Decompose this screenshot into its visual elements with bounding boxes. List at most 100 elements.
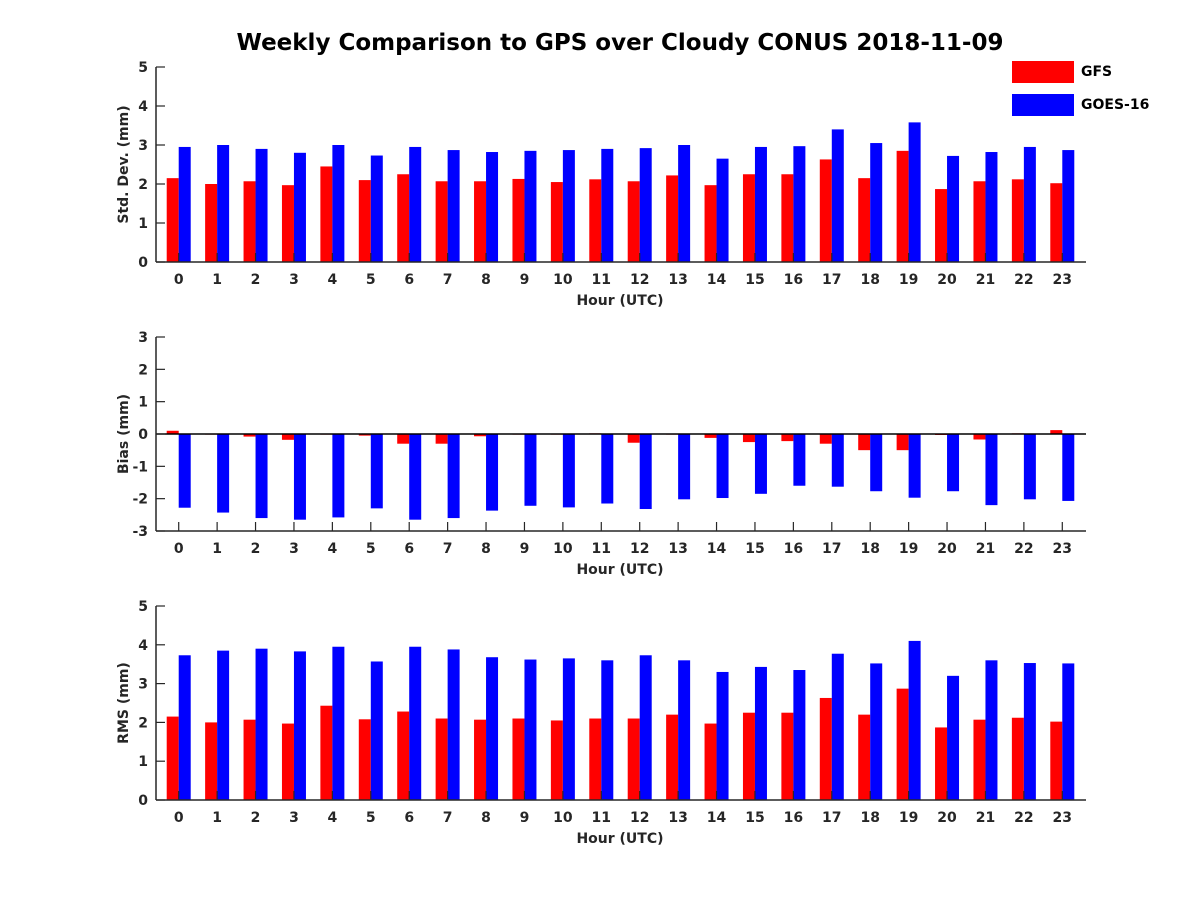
stddev-xtick-label: 10 bbox=[553, 272, 573, 288]
stddev-bar-gfs-3 bbox=[281, 185, 294, 262]
rms-bar-goes16-12 bbox=[639, 655, 652, 800]
rms-bar-goes16-0 bbox=[178, 655, 191, 800]
stddev-xtick-label: 6 bbox=[404, 272, 414, 288]
rms-bar-goes16-22 bbox=[1023, 663, 1036, 800]
chart-title: Weekly Comparison to GPS over Cloudy CON… bbox=[236, 30, 1004, 56]
bias-ytick-label: 2 bbox=[138, 362, 148, 378]
stddev-bar-goes16-16 bbox=[793, 146, 806, 262]
legend-item-gfs: GFS bbox=[1012, 61, 1192, 85]
stddev-xtick-label: 2 bbox=[251, 272, 261, 288]
stddev-bar-gfs-22 bbox=[1011, 179, 1024, 262]
bias-bar-goes16-0 bbox=[178, 434, 191, 508]
rms-bar-goes16-5 bbox=[370, 661, 383, 800]
stddev-xtick-label: 16 bbox=[784, 272, 803, 288]
rms-xtick-label: 12 bbox=[630, 810, 649, 826]
stddev-ytick-label: 0 bbox=[138, 255, 148, 271]
stddev-ylabel: Std. Dev. (mm) bbox=[116, 105, 132, 223]
rms-bar-goes16-13 bbox=[678, 660, 691, 800]
stddev-bar-gfs-17 bbox=[819, 159, 832, 262]
rms-bar-gfs-20 bbox=[935, 727, 948, 800]
bias-xtick-label: 8 bbox=[481, 541, 491, 557]
rms-ylabel: RMS (mm) bbox=[116, 662, 132, 744]
bias-xtick-label: 22 bbox=[1014, 541, 1033, 557]
rms-bar-gfs-18 bbox=[858, 714, 871, 800]
rms-bar-gfs-12 bbox=[627, 718, 640, 800]
rms-bar-goes16-14 bbox=[716, 671, 729, 800]
stddev-ytick-label: 5 bbox=[138, 60, 148, 76]
rms-bar-gfs-15 bbox=[742, 712, 755, 800]
stddev-bar-gfs-1 bbox=[205, 184, 218, 262]
stddev-ytick-label: 1 bbox=[138, 216, 148, 232]
rms-xtick-label: 3 bbox=[289, 810, 299, 826]
stddev-bar-goes16-23 bbox=[1062, 150, 1075, 262]
stddev-xtick-label: 0 bbox=[174, 272, 184, 288]
bias-bar-gfs-6 bbox=[397, 434, 410, 444]
stddev-bar-goes16-5 bbox=[370, 155, 383, 262]
bias-bar-goes16-8 bbox=[486, 434, 499, 511]
stddev-xtick-label: 23 bbox=[1053, 272, 1072, 288]
bias-bar-gfs-7 bbox=[435, 434, 448, 444]
bias-bar-gfs-21 bbox=[973, 434, 986, 440]
stddev-bar-gfs-23 bbox=[1050, 183, 1063, 262]
bias-bar-gfs-17 bbox=[819, 434, 832, 444]
stddev-xtick-label: 15 bbox=[745, 272, 764, 288]
bias-xtick-label: 3 bbox=[289, 541, 299, 557]
rms-ytick-label: 2 bbox=[138, 715, 148, 731]
bias-bar-goes16-11 bbox=[601, 434, 614, 504]
bias-bar-gfs-12 bbox=[627, 434, 640, 443]
bias-xtick-label: 21 bbox=[976, 541, 995, 557]
stddev-ytick-label: 4 bbox=[138, 99, 148, 115]
bias-bar-goes16-19 bbox=[908, 434, 921, 498]
stddev-xtick-label: 4 bbox=[328, 272, 338, 288]
rms-xtick-label: 11 bbox=[592, 810, 611, 826]
stddev-bar-goes16-21 bbox=[985, 152, 998, 262]
rms-bar-goes16-6 bbox=[409, 646, 422, 800]
bias-bar-goes16-21 bbox=[985, 434, 998, 506]
rms-ytick-label: 5 bbox=[138, 599, 148, 615]
stddev-bar-gfs-11 bbox=[589, 179, 602, 262]
rms-bar-gfs-0 bbox=[166, 716, 179, 800]
stddev-bar-goes16-1 bbox=[217, 145, 230, 262]
stddev-bar-goes16-7 bbox=[447, 150, 460, 262]
rms-xtick-label: 15 bbox=[745, 810, 764, 826]
rms-xtick-label: 4 bbox=[328, 810, 338, 826]
rms-xtick-label: 2 bbox=[251, 810, 261, 826]
bias-xtick-label: 20 bbox=[937, 541, 957, 557]
stddev-xtick-label: 20 bbox=[937, 272, 957, 288]
rms-bar-goes16-4 bbox=[332, 646, 345, 800]
rms-ytick-label: 1 bbox=[138, 754, 148, 770]
bias-bar-gfs-0 bbox=[166, 430, 179, 434]
stddev-bar-gfs-15 bbox=[742, 174, 755, 262]
bias-xtick-label: 19 bbox=[899, 541, 918, 557]
stddev-bar-gfs-7 bbox=[435, 181, 448, 262]
stddev-bar-goes16-20 bbox=[947, 155, 960, 262]
legend-item-goes16: GOES-16 bbox=[1012, 94, 1192, 118]
stddev-bar-gfs-5 bbox=[358, 180, 371, 262]
bias-xtick-label: 4 bbox=[328, 541, 338, 557]
bias-bar-goes16-23 bbox=[1062, 434, 1075, 501]
stddev-xtick-label: 17 bbox=[822, 272, 841, 288]
rms-xtick-label: 8 bbox=[481, 810, 491, 826]
bias-bar-goes16-20 bbox=[947, 434, 960, 492]
stddev-bar-goes16-12 bbox=[639, 148, 652, 262]
rms-xtick-label: 14 bbox=[707, 810, 727, 826]
bias-ytick-label: 3 bbox=[138, 330, 148, 346]
bias-xtick-label: 15 bbox=[745, 541, 764, 557]
stddev-bar-gfs-6 bbox=[397, 174, 410, 262]
bias-bar-goes16-12 bbox=[639, 434, 652, 510]
rms-xtick-label: 5 bbox=[366, 810, 376, 826]
bias-xtick-label: 2 bbox=[251, 541, 261, 557]
stddev-bar-goes16-9 bbox=[524, 150, 537, 262]
rms-bar-gfs-9 bbox=[512, 718, 525, 800]
stddev-xtick-label: 13 bbox=[668, 272, 687, 288]
rms-bar-goes16-19 bbox=[908, 640, 921, 800]
stddev-bar-goes16-14 bbox=[716, 158, 729, 262]
stddev-xtick-label: 14 bbox=[707, 272, 727, 288]
stddev-bar-goes16-18 bbox=[870, 143, 883, 262]
bias-bar-goes16-15 bbox=[754, 434, 767, 494]
stddev-bar-goes16-6 bbox=[409, 146, 422, 262]
stddev-bar-gfs-14 bbox=[704, 185, 717, 262]
bias-ytick-label: -3 bbox=[132, 524, 148, 540]
